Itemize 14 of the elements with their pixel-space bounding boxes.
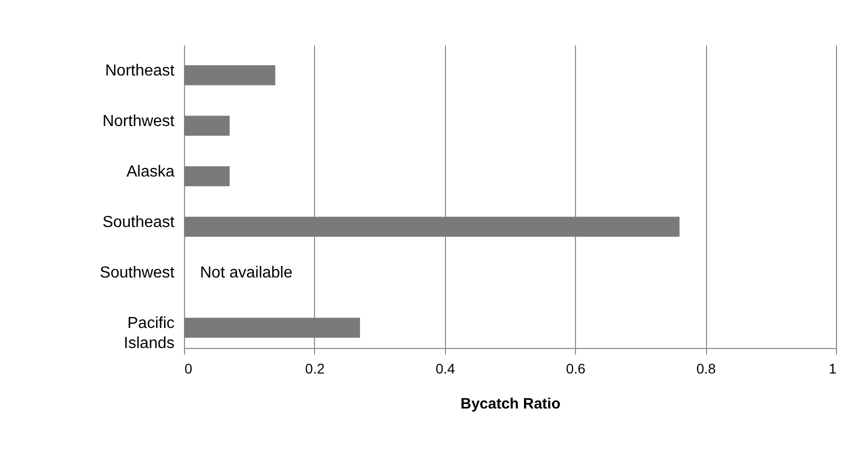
x-tick-label: 1 (828, 360, 837, 376)
x-tick-label: 0 (184, 360, 192, 376)
x-tick-label: 0.8 (696, 360, 716, 376)
x-tick-label: 0.2 (305, 360, 325, 376)
y-tick-label: Southeast (102, 214, 176, 231)
x-tick-label: 0.4 (436, 360, 456, 376)
y-tick-label: Alaska (126, 163, 175, 180)
x-tick-label: 0.6 (566, 360, 586, 376)
y-tick-label: Pacific Islands (124, 314, 174, 352)
y-tick-label: Northwest (102, 112, 176, 130)
annotation: Not available (200, 264, 293, 282)
x-axis-title: Bycatch Ratio (460, 396, 561, 412)
y-tick-label: Northeast (105, 62, 176, 80)
y-tick-label: Southwest (100, 264, 176, 282)
